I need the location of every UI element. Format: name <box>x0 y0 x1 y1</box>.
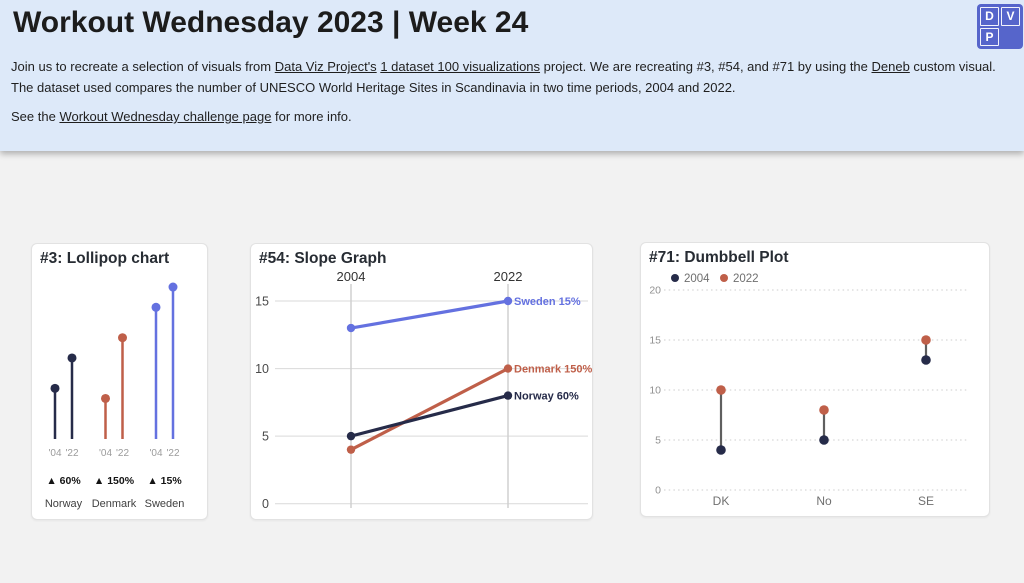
dumbbell-plot-title: #71: Dumbbell Plot <box>649 249 789 266</box>
dumbbell-dot-SE-2004[interactable] <box>921 355 931 365</box>
dumbbell-y-tick-label: 15 <box>649 335 661 347</box>
slope-y-tick-label: 0 <box>262 497 269 511</box>
logo-letter-d: D <box>980 7 999 26</box>
slope-y-tick-label: 10 <box>255 362 269 376</box>
dumbbell-dot-No-2022[interactable] <box>819 405 829 415</box>
lollipop-dot-norway-1[interactable] <box>67 353 77 363</box>
slope-year-label: 2022 <box>494 269 523 284</box>
legend-dot-2022[interactable] <box>720 274 728 282</box>
header-banner: Workout Wednesday 2023 | Week 24 Join us… <box>0 0 1024 151</box>
dumbbell-dot-DK-2022[interactable] <box>716 385 726 395</box>
intro-line-3: See the Workout Wednesday challenge page… <box>11 109 352 124</box>
slope-y-tick-label: 15 <box>255 295 269 309</box>
card-slope-graph: #54: Slope Graph 0 5 10 15 2004 2022 Sweden 15… <box>250 243 593 520</box>
intro-text: Join us to recreate a selection of visua… <box>11 59 275 74</box>
card-lollipop-chart: #3: Lollipop chart '04'22 ▲ 60% Norway '04 '… <box>31 243 208 520</box>
intro-text: for more info. <box>271 109 352 124</box>
link-data-viz-project[interactable]: Data Viz Project's <box>274 59 377 74</box>
lollipop-dot-sweden-1[interactable] <box>168 282 178 292</box>
link-1-dataset-100-visualizations[interactable]: 1 dataset 100 visualizations <box>380 59 541 74</box>
dumbbell-y-tick-label: 10 <box>649 385 661 397</box>
lollipop-tick-label: '22 <box>166 448 179 459</box>
lollipop-change-label: ▲ 150% <box>94 475 135 487</box>
slope-y-tick-label: 5 <box>262 430 269 444</box>
lollipop-dot-denmark-1[interactable] <box>118 333 127 343</box>
slope-dot-norway-end[interactable] <box>503 391 513 400</box>
dumbbell-category-label: No <box>816 494 832 508</box>
logo-empty-cell <box>1001 28 1020 47</box>
logo-letter-p: P <box>980 27 999 46</box>
legend-label-2022[interactable]: 2022 <box>733 273 759 285</box>
slope-series-label: Norway 60% <box>514 391 579 403</box>
slope-dot-sweden-start[interactable] <box>346 323 356 333</box>
dvp-logo: D V P <box>977 4 1023 49</box>
legend-dot-2004[interactable] <box>671 274 679 282</box>
page-title: Workout Wednesday 2023 | Week 24 <box>13 6 529 39</box>
dumbbell-y-tick-label: 0 <box>655 485 661 497</box>
lollipop-country-label: Sweden <box>145 498 185 510</box>
lollipop-chart-title: #3: Lollipop chart <box>40 250 170 267</box>
dumbbell-y-tick-label: 5 <box>655 435 661 447</box>
dumbbell-category-label: SE <box>918 494 934 508</box>
slope-year-label: 2004 <box>337 269 366 284</box>
dumbbell-dot-SE-2022[interactable] <box>921 335 931 345</box>
slope-graph-title: #54: Slope Graph <box>259 250 387 267</box>
dumbbell-category-label: DK <box>713 494 730 508</box>
intro-text: custom visual. <box>909 59 996 74</box>
slope-series-label: Sweden 15% <box>514 296 581 308</box>
dumbbell-dot-DK-2004[interactable] <box>716 445 726 455</box>
dumbbell-y-tick-label: 20 <box>649 285 661 297</box>
dumbbell-dot-No-2004[interactable] <box>819 435 829 445</box>
lollipop-chart[interactable]: '04 '22 ▲ 60% Norway '04 '22 ▲ 150% Denmark '04 '… <box>32 244 209 521</box>
lollipop-change-label: ▲ 60% <box>46 475 81 487</box>
legend-label-2004[interactable]: 2004 <box>684 273 710 285</box>
intro-line-2: The dataset used compares the number of … <box>11 80 736 95</box>
logo-letter-v: V <box>1001 7 1020 26</box>
link-workout-wednesday-challenge-page[interactable]: Workout Wednesday challenge page <box>59 109 272 124</box>
lollipop-dot-norway-0[interactable] <box>50 383 60 393</box>
lollipop-tick-label: '04 <box>149 448 162 459</box>
link-deneb[interactable]: Deneb <box>871 59 910 74</box>
intro-text: See the <box>11 109 60 124</box>
intro-text: project. We are recreating #3, #54, and … <box>540 59 872 74</box>
lollipop-dot-sweden-0[interactable] <box>151 302 161 312</box>
slope-line-norway[interactable] <box>350 394 509 438</box>
slope-dot-norway-start[interactable] <box>346 431 356 441</box>
dumbbell-plot[interactable]: 0 5 10 15 20 2004 2022 DK No SE <box>641 243 991 518</box>
lollipop-change-label: ▲ 15% <box>147 475 182 487</box>
intro-line-1: Join us to recreate a selection of visua… <box>11 59 996 74</box>
lollipop-tick-label: '04 <box>48 448 61 459</box>
slope-line-sweden[interactable] <box>350 299 509 330</box>
slope-series-label: Denmark 150% <box>514 364 592 376</box>
lollipop-tick-label: '04 <box>99 448 112 459</box>
lollipop-tick-label: '22 <box>65 448 78 459</box>
slope-dot-denmark-end[interactable] <box>503 364 513 373</box>
card-dumbbell-plot: #71: Dumbbell Plot 0 5 10 15 20 2004 2022 DK No S… <box>640 242 990 517</box>
lollipop-country-label: Norway <box>45 498 83 510</box>
slope-dot-denmark-start[interactable] <box>346 445 356 454</box>
slope-dot-sweden-end[interactable] <box>503 296 513 306</box>
lollipop-country-label: Denmark <box>92 498 137 510</box>
slope-graph[interactable]: 0 5 10 15 2004 2022 Sweden 15% Denmark 150% Norw… <box>251 244 594 521</box>
lollipop-dot-denmark-0[interactable] <box>101 393 110 403</box>
lollipop-tick-label: '22 <box>116 448 129 459</box>
slope-line-denmark[interactable] <box>350 367 509 452</box>
